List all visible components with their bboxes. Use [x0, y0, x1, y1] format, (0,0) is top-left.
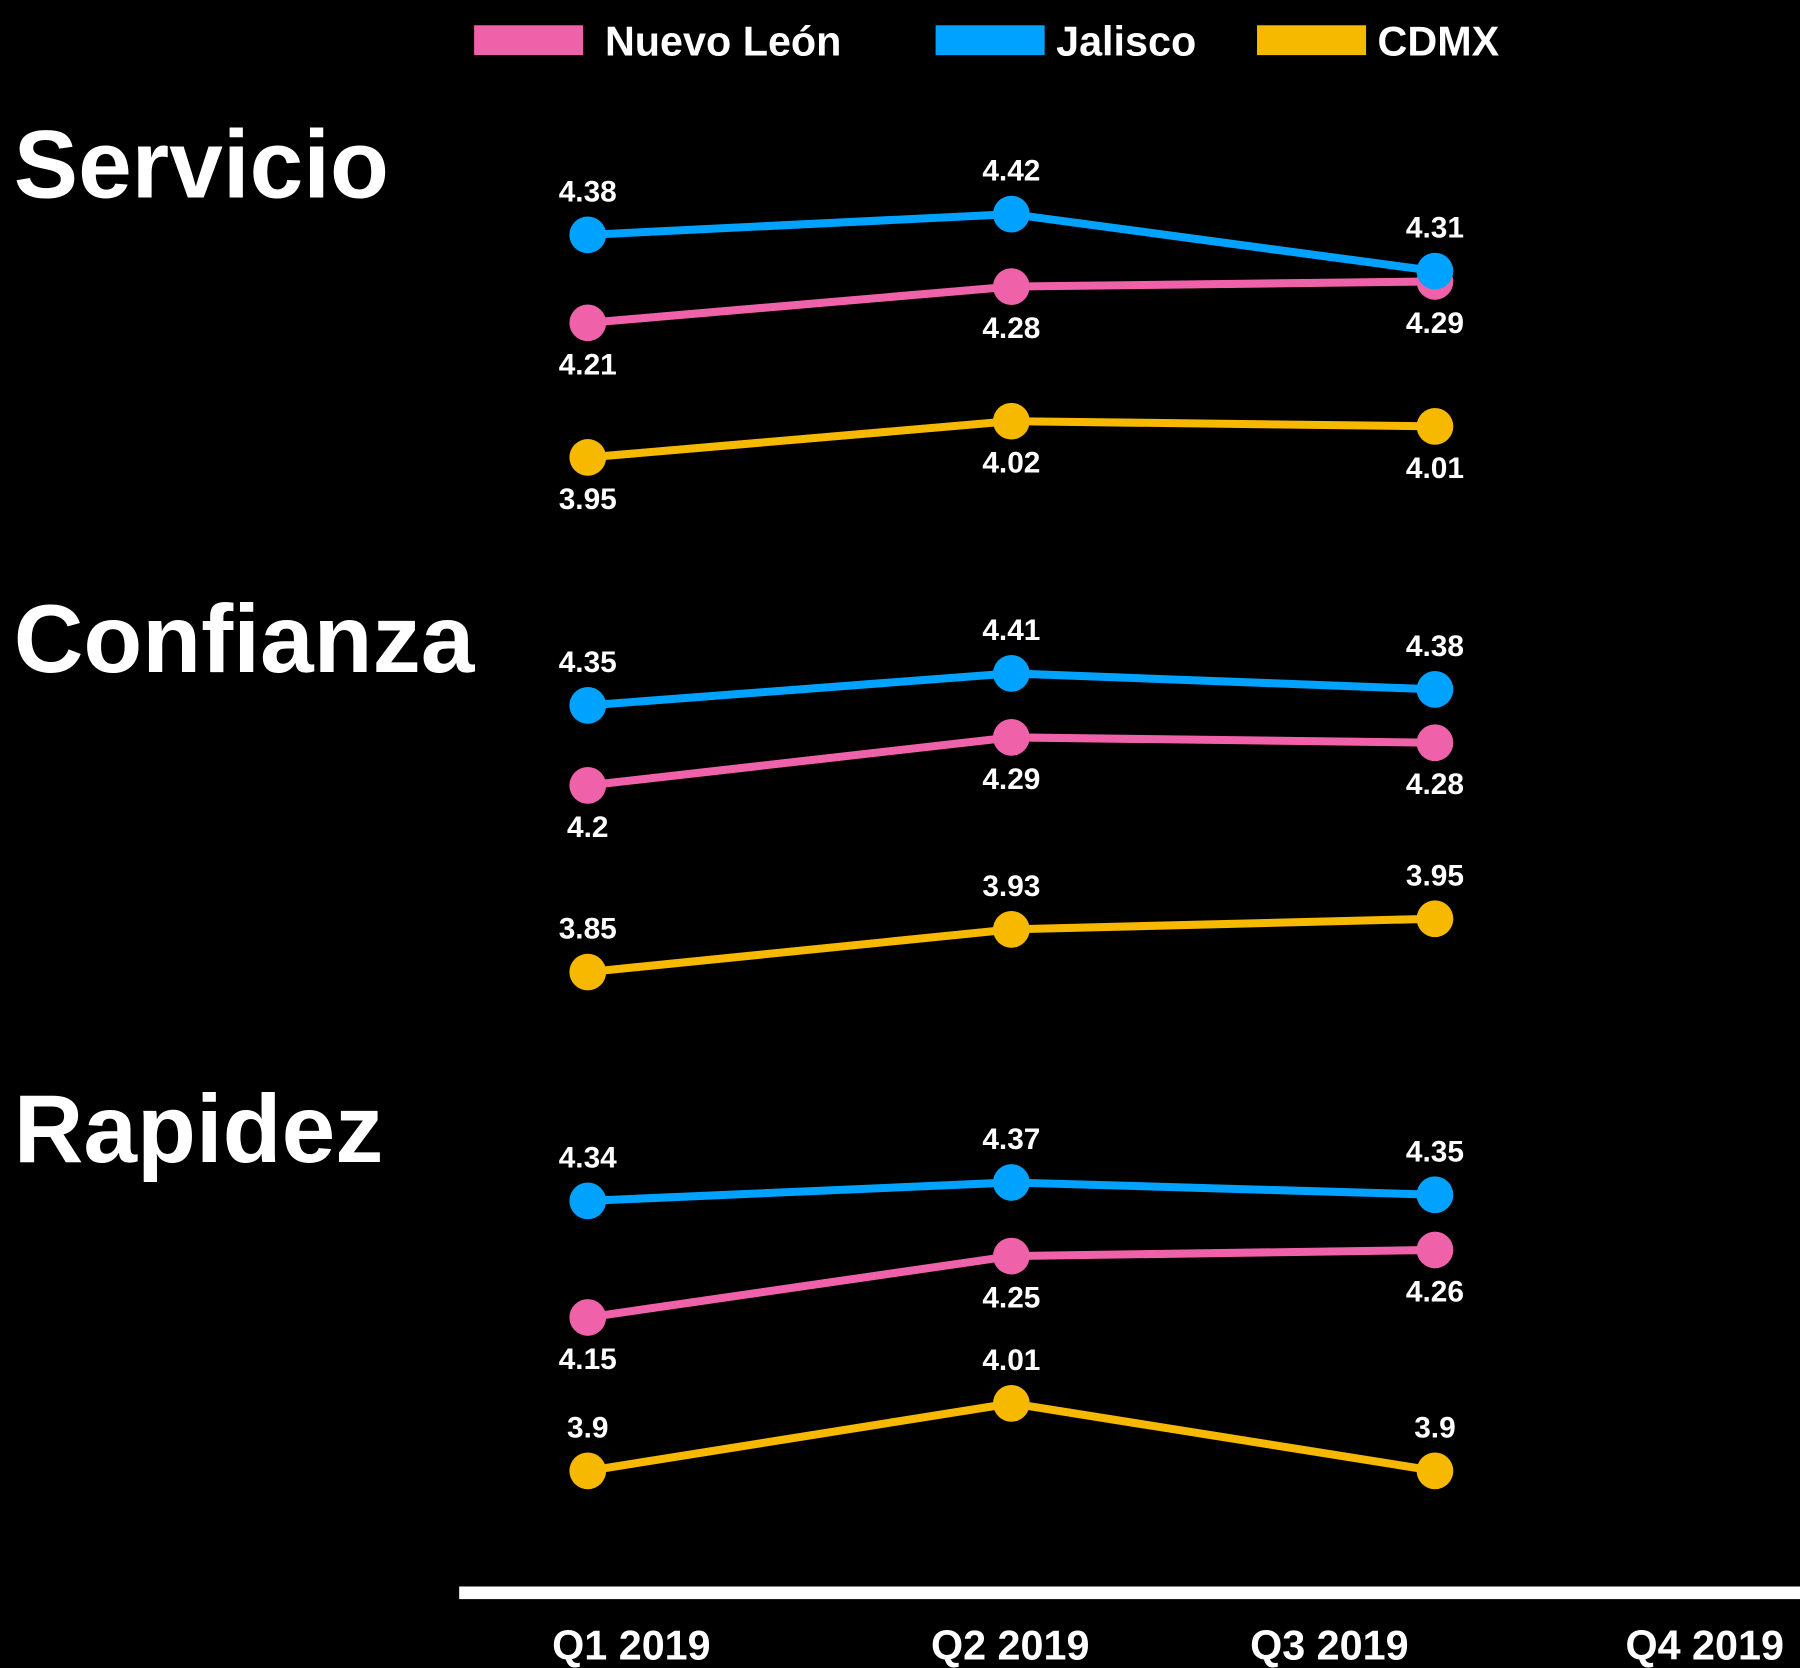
- panel-title: Rapidez: [14, 1076, 384, 1183]
- value-label: 4.01: [1406, 452, 1464, 485]
- point: [569, 687, 607, 724]
- point: [992, 911, 1030, 948]
- point: [992, 268, 1030, 305]
- value-label: 4.29: [982, 763, 1040, 796]
- legend-swatch: [935, 25, 1045, 56]
- point: [569, 439, 607, 476]
- value-label: 4.02: [982, 447, 1040, 480]
- point: [992, 195, 1030, 233]
- point: [1416, 1176, 1454, 1214]
- value-label: 4.28: [1406, 768, 1464, 801]
- value-label: 4.01: [982, 1344, 1040, 1377]
- value-label: 4.38: [559, 175, 617, 208]
- point: [569, 1452, 607, 1490]
- legend-label: Nuevo León: [605, 19, 841, 65]
- panel-title: Servicio: [14, 112, 389, 219]
- value-label: 4.2: [567, 811, 608, 844]
- value-label: 4.25: [982, 1282, 1040, 1315]
- point: [1416, 671, 1454, 708]
- value-label: 4.35: [559, 646, 617, 679]
- point: [992, 1164, 1030, 1201]
- point: [992, 1384, 1030, 1422]
- point: [1416, 252, 1454, 290]
- value-label: 4.21: [559, 348, 617, 381]
- point: [569, 304, 607, 342]
- x-tick-label: Q1 2019: [552, 1622, 710, 1668]
- value-label: 4.26: [1406, 1275, 1464, 1308]
- point: [992, 1237, 1030, 1275]
- point: [569, 216, 607, 254]
- legend-label: Jalisco: [1056, 19, 1196, 65]
- value-label: 4.38: [1406, 630, 1464, 663]
- point: [1416, 407, 1454, 445]
- value-label: 3.85: [559, 913, 617, 946]
- point: [569, 953, 607, 991]
- value-label: 4.28: [982, 312, 1040, 345]
- x-tick-label: Q4 2019: [1625, 1622, 1784, 1668]
- value-label: 4.35: [1406, 1135, 1464, 1168]
- value-label: 3.95: [1406, 859, 1464, 892]
- x-tick-label: Q2 2019: [931, 1622, 1090, 1668]
- legend-swatch: [474, 25, 584, 56]
- point: [992, 655, 1030, 692]
- value-label: 4.31: [1406, 212, 1464, 245]
- x-axis-line: [459, 1586, 1800, 1600]
- point: [1416, 900, 1454, 938]
- point: [569, 1299, 607, 1336]
- legend-label: CDMX: [1378, 19, 1500, 65]
- point: [992, 719, 1030, 756]
- value-label: 3.93: [982, 870, 1040, 903]
- point: [992, 402, 1030, 440]
- point: [1416, 1452, 1454, 1490]
- value-label: 4.37: [982, 1123, 1040, 1156]
- point: [1416, 1231, 1454, 1269]
- value-label: 4.29: [1406, 307, 1464, 340]
- value-label: 3.95: [559, 483, 617, 516]
- point: [569, 767, 607, 804]
- x-tick-label: Q3 2019: [1250, 1622, 1409, 1668]
- legend-swatch: [1257, 25, 1367, 56]
- point: [1416, 724, 1454, 762]
- value-label: 4.41: [982, 614, 1040, 647]
- value-label: 3.9: [567, 1411, 608, 1444]
- value-label: 4.34: [559, 1141, 617, 1174]
- value-label: 4.42: [982, 155, 1040, 188]
- point: [569, 1182, 607, 1220]
- panel-title: Confianza: [14, 586, 476, 693]
- value-label: 4.15: [559, 1343, 617, 1376]
- value-label: 3.9: [1414, 1411, 1455, 1444]
